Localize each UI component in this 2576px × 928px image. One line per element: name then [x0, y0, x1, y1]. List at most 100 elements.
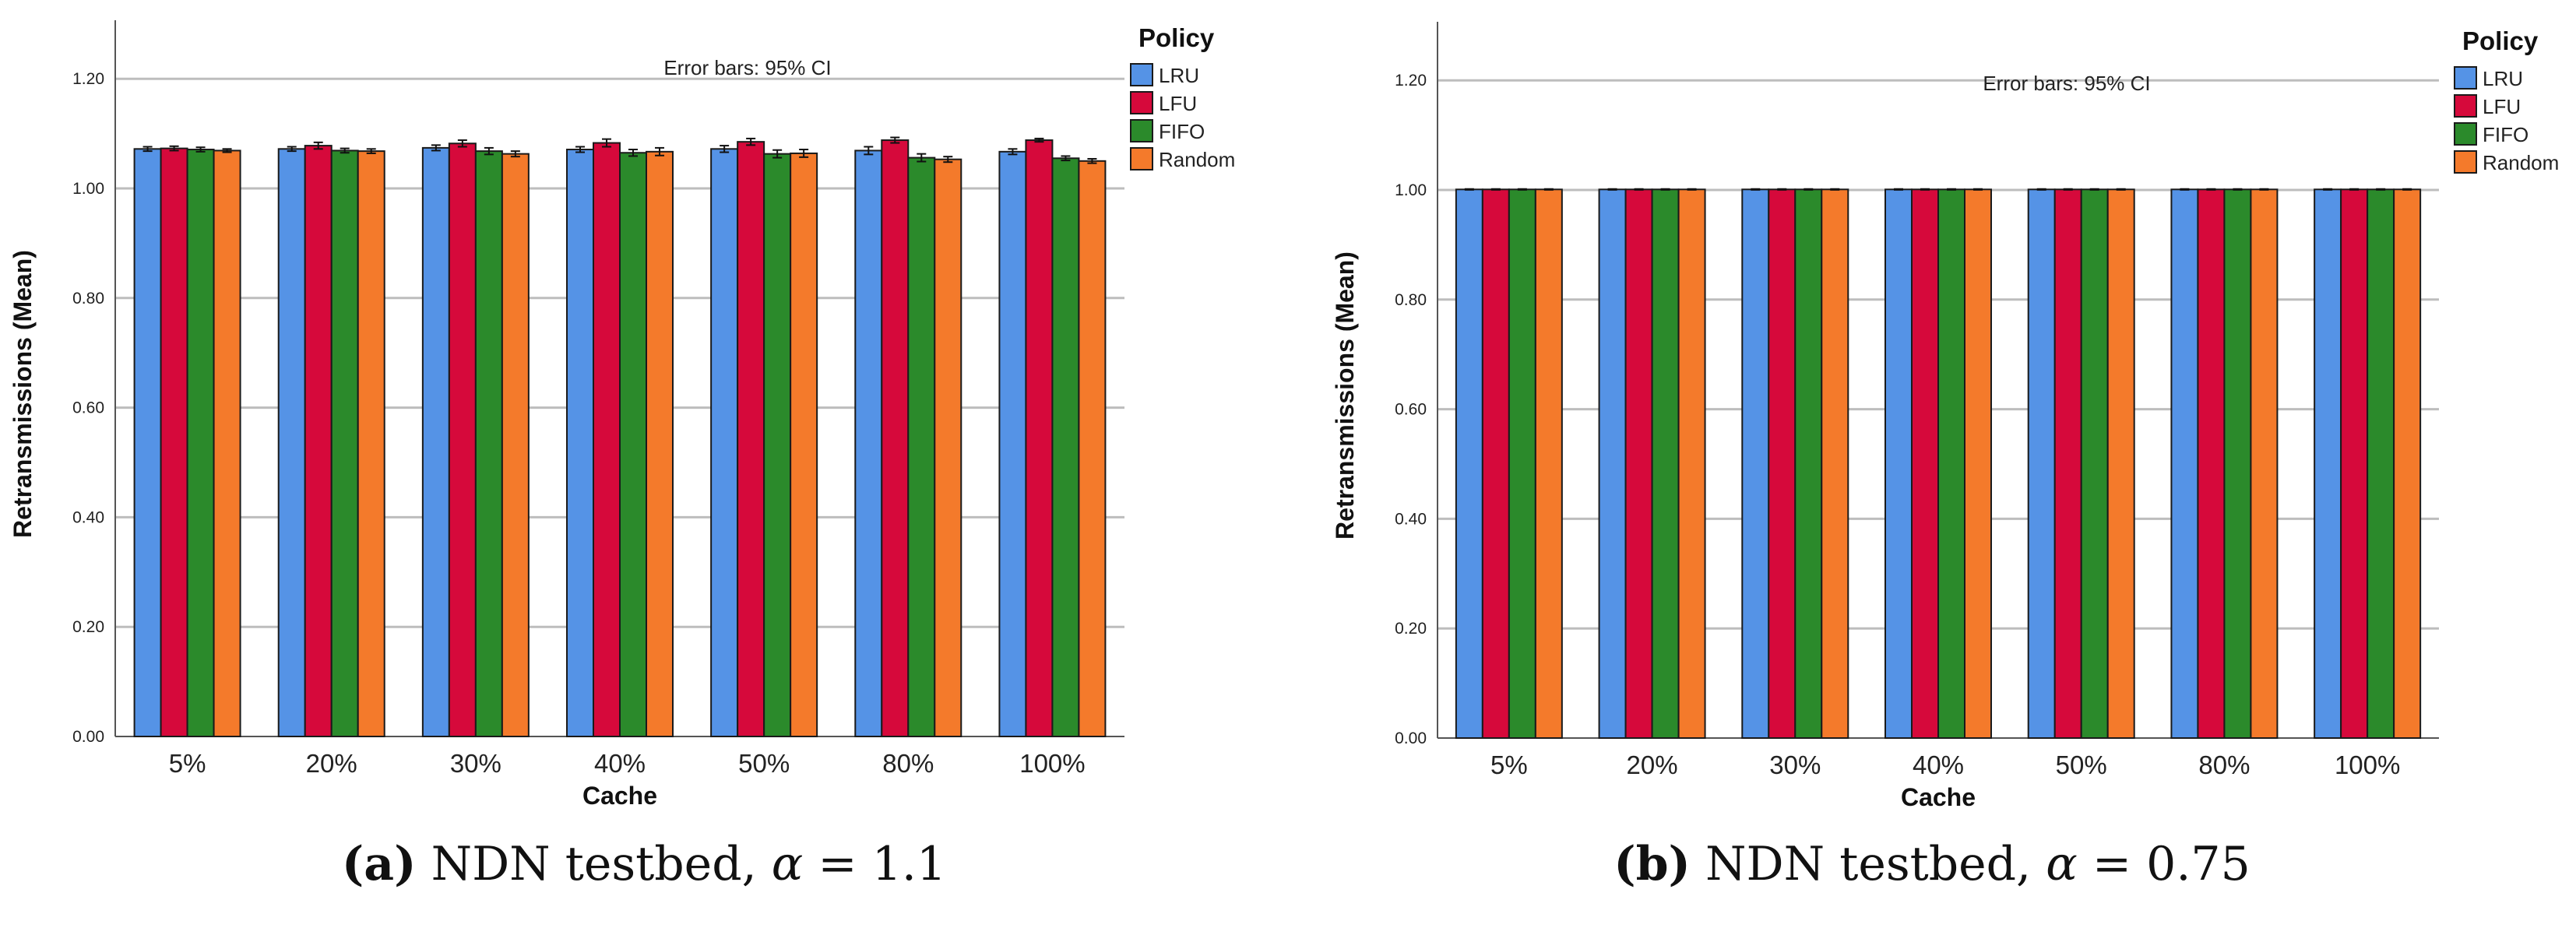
x-tick-label-a: 30% — [450, 749, 501, 778]
x-tick-label-a: 20% — [306, 749, 357, 778]
bar-fifo-a — [186, 149, 215, 738]
bar-lru-b — [2314, 188, 2342, 739]
y-tick-label-a: 0.40 — [72, 508, 104, 526]
bar-lfu-b — [1481, 188, 1510, 739]
x-tick-label-b: 50% — [2056, 750, 2107, 779]
y-tick-label-b: 0.00 — [1395, 729, 1427, 747]
bar-random-a — [646, 150, 674, 738]
caption-alpha-b: α — [2046, 837, 2078, 891]
bar-lfu-b — [1768, 188, 1797, 739]
x-tick-label-a: 50% — [738, 749, 790, 778]
caption-alpha-value-b: = 0.75 — [2092, 837, 2250, 891]
y-tick-label-a: 1.00 — [72, 180, 104, 198]
bar-lfu-b — [1911, 188, 1939, 739]
legend-label-lru-a: LRU — [1159, 64, 1199, 87]
bar-lfu-b — [2053, 188, 2082, 739]
legend-swatch-lru-a — [1130, 63, 1153, 86]
bar-chart-b: 0.00 0.20 0.40 0.60 0.80 1.00 1.20 5% 20% 30% 40% 5… — [1331, 22, 2559, 811]
bar-random-b — [1821, 188, 1849, 739]
chart-panel-b: 0.00 0.20 0.40 0.60 0.80 1.00 1.20 5% 20% 30% 40% 5… — [1288, 0, 2576, 928]
bar-lru-b — [1455, 188, 1483, 739]
bar-fifo-a — [907, 156, 936, 738]
legend-swatch-lru-b — [2454, 66, 2477, 90]
y-tick-label-a: 0.60 — [72, 399, 104, 417]
legend-label-fifo-a: FIFO — [1159, 120, 1205, 143]
caption-text-a: NDN testbed, — [431, 837, 757, 891]
bar-lru-b — [1598, 188, 1627, 739]
y-tick-label-b: 0.60 — [1395, 401, 1427, 419]
caption-alpha-a: α — [771, 837, 804, 891]
y-axis-title-b: Retransmissions (Mean) — [1331, 251, 1359, 540]
bar-fifo-a — [619, 152, 647, 738]
bar-lfu-a — [1025, 139, 1054, 738]
bar-fifo-b — [2367, 188, 2395, 739]
bar-lru-a — [277, 148, 306, 737]
y-tick-label-a: 0.80 — [72, 290, 104, 308]
bar-random-b — [1677, 188, 1706, 739]
bar-fifo-b — [1508, 188, 1536, 739]
bar-fifo-b — [2223, 188, 2252, 739]
y-tick-label-b: 0.20 — [1395, 620, 1427, 638]
legend-label-lru-b: LRU — [2483, 67, 2523, 90]
x-tick-label-b: 100% — [2335, 750, 2400, 779]
legend-label-random-b: Random — [2483, 151, 2559, 174]
x-tick-label-b: 40% — [1913, 750, 1964, 779]
y-tick-label-b: 1.20 — [1395, 72, 1427, 90]
legend-swatch-lfu-b — [2454, 94, 2477, 118]
bar-lru-a — [566, 149, 594, 738]
bar-lru-b — [2027, 188, 2056, 739]
bar-random-b — [1964, 188, 1992, 739]
bar-lfu-a — [593, 142, 621, 737]
legend-label-lfu-b: LFU — [2483, 95, 2521, 118]
y-tick-label-a: 1.20 — [72, 70, 104, 88]
bar-random-a — [501, 153, 530, 737]
y-tick-label-b: 0.80 — [1395, 291, 1427, 309]
legend-title-a: Policy — [1138, 23, 1215, 52]
x-tick-label-b: 30% — [1769, 750, 1821, 779]
bar-lfu-a — [304, 145, 333, 737]
bar-lfu-b — [1624, 188, 1653, 739]
x-tick-label-a: 100% — [1019, 749, 1085, 778]
bar-lfu-a — [881, 139, 910, 738]
legend-title-b: Policy — [2462, 26, 2539, 55]
legend-swatch-random-a — [1130, 147, 1153, 170]
bar-random-a — [790, 152, 818, 738]
y-tick-label-a: 0.00 — [72, 728, 104, 746]
bar-lru-a — [133, 148, 162, 737]
bar-fifo-b — [2080, 188, 2109, 739]
legend-swatch-lfu-a — [1130, 91, 1153, 114]
caption-a: (a) NDN testbed, α = 1.1 — [0, 837, 1288, 891]
bar-random-a — [357, 150, 385, 738]
x-tick-label-b: 5% — [1490, 750, 1528, 779]
legend-label-fifo-b: FIFO — [2483, 123, 2528, 146]
bar-chart-a: 0.00 0.20 0.40 0.60 0.80 1.00 1.20 5% 20% 30% 40% 5… — [9, 20, 1235, 810]
bar-fifo-b — [1651, 188, 1680, 739]
error-bar-note-a: Error bars: 95% CI — [663, 56, 831, 79]
legend-swatch-fifo-b — [2454, 122, 2477, 146]
bar-random-a — [1078, 160, 1107, 738]
x-tick-label-b: 80% — [2198, 750, 2250, 779]
caption-b: (b) NDN testbed, α = 0.75 — [1288, 837, 2576, 891]
bar-lfu-b — [2197, 188, 2226, 739]
bar-random-b — [1534, 188, 1563, 739]
x-tick-label-b: 20% — [1627, 750, 1678, 779]
bar-lru-b — [1884, 188, 1913, 739]
bar-fifo-b — [1794, 188, 1823, 739]
y-tick-label-a: 0.20 — [72, 618, 104, 636]
bar-lru-a — [998, 150, 1027, 738]
bar-random-b — [2393, 188, 2422, 739]
chart-panel-a: 0.00 0.20 0.40 0.60 0.80 1.00 1.20 5% 20% 30% 40% 5… — [0, 20, 1288, 891]
bar-fifo-b — [1937, 188, 1965, 739]
bar-random-a — [934, 158, 962, 738]
bar-lru-a — [710, 148, 739, 737]
bar-lfu-a — [737, 141, 765, 738]
bar-lru-a — [421, 146, 450, 738]
x-tick-label-a: 5% — [169, 749, 206, 778]
y-tick-label-b: 1.00 — [1395, 181, 1427, 199]
bar-random-b — [2106, 188, 2135, 739]
bar-lfu-a — [160, 147, 188, 738]
x-tick-label-a: 40% — [594, 749, 646, 778]
caption-label-a: (a) — [341, 837, 417, 891]
x-axis-title-a: Cache — [582, 782, 657, 810]
caption-alpha-value-a: = 1.1 — [818, 837, 947, 891]
